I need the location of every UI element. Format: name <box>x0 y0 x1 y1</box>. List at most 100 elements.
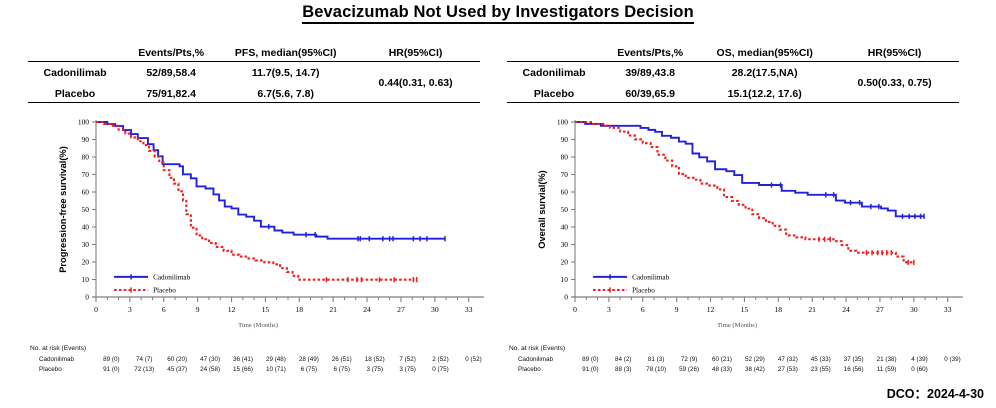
legend-label-cadonilimab: Cadonilimab <box>153 273 191 281</box>
page-title-text: Bevacizumab Not Used by Investigators De… <box>302 3 694 24</box>
x-tick-label: 12 <box>707 305 715 314</box>
x-tick-label: 18 <box>295 305 303 314</box>
x-tick-label: 0 <box>573 305 577 314</box>
at-risk-arm-label: Cadonilimab <box>39 355 75 363</box>
x-tick-label: 24 <box>842 305 850 314</box>
legend-label-placebo: Placebo <box>153 287 176 295</box>
table-row: Cadonilimab 52/89,58.4 11.7(9.5, 14.7) 0… <box>28 62 480 90</box>
row-arm: Placebo <box>533 87 575 100</box>
at-risk-cell: 91 (0) <box>582 365 599 373</box>
at-risk-header: No. at risk (Events) <box>509 345 566 352</box>
page-title: Bevacizumab Not Used by Investigators De… <box>0 3 996 24</box>
km-chart-pfs: 0 10 20 30 40 50 60 70 80 90 100 0 3 6 9 12 15 18 21 24 27 30… <box>18 112 488 337</box>
at-risk-cell: 72 (13) <box>134 365 155 373</box>
at-risk-cell: 60 (20) <box>167 355 188 363</box>
km-curve-cadonilimab <box>96 121 445 240</box>
y-tick-label: 60 <box>82 188 90 197</box>
row-events: 52/89,58.4 <box>146 66 196 79</box>
x-tick-label: 0 <box>94 305 98 314</box>
table-row: Placebo 60/39,65.9 15.1(12.2, 17.6) <box>507 83 959 104</box>
table-bottom-rule <box>28 102 480 103</box>
table-row: Placebo 75/91,82.4 6.7(5.6, 7.8) <box>28 83 480 104</box>
at-risk-table-os: No. at risk (Events) Cadonilimab 89 (0) 84… <box>509 345 969 374</box>
at-risk-arm-label: Cadonilimab <box>518 355 554 363</box>
panel-os: Events/Pts,% OS, median(95%CI) HR(95%CI)… <box>497 40 967 405</box>
at-risk-cell: 23 (55) <box>810 365 831 373</box>
summary-table-pfs: Events/Pts,% PFS, median(95%CI) HR(95%CI… <box>28 40 480 104</box>
table-header-row: Events/Pts,% PFS, median(95%CI) HR(95%CI… <box>28 40 480 61</box>
row-median: 6.7(5.6, 7.8) <box>257 87 314 100</box>
at-risk-cell: 81 (3) <box>647 355 665 363</box>
table-header-row: Events/Pts,% OS, median(95%CI) HR(95%CI) <box>507 40 959 61</box>
x-tick-label: 33 <box>465 305 473 314</box>
at-risk-cell: 74 (7) <box>136 355 153 363</box>
y-axis-title: Overall survial(%) <box>537 170 547 249</box>
x-tick-label: 12 <box>228 305 236 314</box>
at-risk-cell: 48 (33) <box>712 365 732 373</box>
y-tick-label: 40 <box>82 223 90 232</box>
x-tick-label: 27 <box>876 305 884 314</box>
x-tick-label: 3 <box>128 305 132 314</box>
at-risk-cell: 72 (9) <box>680 355 698 363</box>
y-tick-label: 0 <box>85 293 89 302</box>
at-risk-cell: 18 (52) <box>364 355 385 363</box>
y-tick-label: 10 <box>561 275 569 284</box>
y-tick-label: 70 <box>561 170 569 179</box>
at-risk-row: Cadonilimab 89 (0) 74 (7) 60 (20) 47 (30) 36 … <box>30 354 490 364</box>
at-risk-cell: 0 (52) <box>465 355 482 363</box>
row-events: 75/91,82.4 <box>146 87 196 100</box>
at-risk-cell: 84 (2) <box>615 355 632 363</box>
y-tick-label: 50 <box>561 205 569 214</box>
col-arm <box>28 40 122 61</box>
col-hr: HR(95%CI) <box>867 47 922 59</box>
row-median: 28.2(17.5,NA) <box>731 66 798 79</box>
x-tick-label: 9 <box>196 305 200 314</box>
at-risk-cell: 45 (37) <box>167 365 188 373</box>
col-hr: HR(95%CI) <box>388 47 443 59</box>
x-tick-label: 33 <box>944 305 952 314</box>
x-tick-label: 15 <box>741 305 749 314</box>
at-risk-cell: 78 (10) <box>646 365 667 373</box>
x-axis-title: Time (Months) <box>717 322 757 329</box>
table-top-rule <box>28 61 480 62</box>
at-risk-cell: 24 (58) <box>200 365 221 373</box>
km-chart-os: 0 10 20 30 40 50 60 70 80 90 100 0 3 6 9 12 15 18 21 24 27 30… <box>497 112 967 337</box>
at-risk-cell: 21 (38) <box>876 355 897 363</box>
at-risk-cell: 0 (75) <box>432 365 449 373</box>
at-risk-row: Cadonilimab 89 (0) 84 (2) 81 (3) 72 (9) 60 (2… <box>509 354 969 364</box>
at-risk-cell: 6 (75) <box>333 365 350 373</box>
at-risk-arm-label: Placebo <box>518 365 541 373</box>
at-risk-row: Placebo 91 (0) 72 (13) 45 (37) 24 (58) 15 (66… <box>30 364 490 374</box>
row-median: 11.7(9.5, 14.7) <box>251 66 320 79</box>
km-curve-cadonilimab <box>575 121 924 218</box>
y-tick-label: 20 <box>561 258 569 267</box>
at-risk-cell: 88 (3) <box>615 365 632 373</box>
table-bottom-rule <box>507 102 959 103</box>
row-hr: 0.50(0.33, 0.75) <box>857 77 932 89</box>
at-risk-cell: 16 (56) <box>843 365 864 373</box>
y-tick-label: 30 <box>561 240 569 249</box>
row-median: 15.1(12.2, 17.6) <box>727 87 802 100</box>
y-tick-label: 80 <box>561 153 569 162</box>
x-tick-label: 21 <box>808 305 816 314</box>
at-risk-cell <box>936 364 969 374</box>
table-row: Cadonilimab 39/89,43.8 28.2(17.5,NA) 0.5… <box>507 62 959 90</box>
km-curve-placebo <box>96 120 415 281</box>
y-tick-label: 0 <box>564 293 568 302</box>
at-risk-cell <box>457 364 490 374</box>
at-risk-cell: 47 (32) <box>777 355 798 363</box>
col-arm <box>507 40 601 61</box>
y-axis-title: Progression-free survival(%) <box>58 146 68 273</box>
at-risk-cell: 36 (41) <box>233 355 253 363</box>
at-risk-cell: 11 (59) <box>876 365 897 373</box>
y-tick-label: 40 <box>561 223 569 232</box>
at-risk-cell: 0 (39) <box>944 355 961 363</box>
row-hr: 0.44(0.31, 0.63) <box>378 77 453 89</box>
at-risk-cell: 45 (33) <box>810 355 831 363</box>
at-risk-cell: 59 (26) <box>679 365 700 373</box>
col-median: PFS, median(95%CI) <box>234 47 337 59</box>
x-tick-label: 6 <box>162 305 166 314</box>
at-risk-cell: 47 (30) <box>200 355 221 363</box>
y-tick-label: 20 <box>82 258 90 267</box>
at-risk-cell: 28 (49) <box>298 355 319 363</box>
